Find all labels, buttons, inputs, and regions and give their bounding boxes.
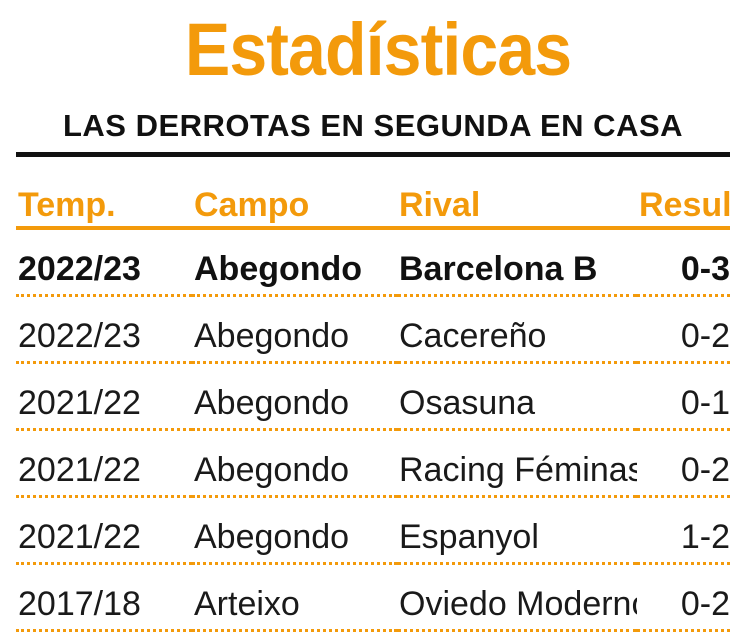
cell-venue: Abegondo	[192, 429, 397, 498]
header-result: Result.	[637, 178, 730, 230]
cell-rival: Espanyol	[397, 496, 637, 565]
cell-season: 2017/18	[16, 563, 192, 632]
cell-result: 0-2	[637, 563, 730, 632]
cell-result: 0-1	[637, 362, 730, 431]
cell-rival: Barcelona B	[397, 228, 637, 297]
cell-season: 2021/22	[16, 429, 192, 498]
cell-venue: Abegondo	[192, 295, 397, 364]
defeats-table: Temp. Campo Rival Result. 2022/23 Abegon…	[16, 178, 730, 632]
cell-season: 2021/22	[16, 362, 192, 431]
cell-venue: Arteixo	[192, 563, 397, 632]
header-venue: Campo	[192, 178, 397, 230]
title-divider	[16, 152, 730, 157]
page-subtitle: LAS DERROTAS EN SEGUNDA EN CASA	[62, 108, 684, 143]
cell-rival: Oviedo Moderno	[397, 563, 637, 632]
cell-result: 0-2	[637, 429, 730, 498]
cell-venue: Abegondo	[192, 362, 397, 431]
cell-venue: Abegondo	[192, 496, 397, 565]
stats-graphic: Estadísticas LAS DERROTAS EN SEGUNDA EN …	[16, 8, 730, 632]
cell-result: 1-2	[637, 496, 730, 565]
cell-result: 0-2	[637, 295, 730, 364]
cell-season: 2022/23	[16, 295, 192, 364]
table-header-row: Temp. Campo Rival Result.	[16, 178, 730, 230]
cell-rival: Cacereño	[397, 295, 637, 364]
cell-rival: Racing Féminas	[397, 429, 637, 498]
cell-rival: Osasuna	[397, 362, 637, 431]
cell-season: 2021/22	[16, 496, 192, 565]
table-row: 2017/18 Arteixo Oviedo Moderno 0-2	[16, 563, 730, 632]
table-row: 2021/22 Abegondo Racing Féminas 0-2	[16, 429, 730, 498]
table-row: 2022/23 Abegondo Cacereño 0-2	[16, 295, 730, 364]
page-title: Estadísticas	[184, 8, 572, 91]
table-row: 2022/23 Abegondo Barcelona B 0-3	[16, 228, 730, 297]
cell-venue: Abegondo	[192, 228, 397, 297]
table-row: 2021/22 Abegondo Espanyol 1-2	[16, 496, 730, 565]
cell-season: 2022/23	[16, 228, 192, 297]
header-season: Temp.	[16, 178, 192, 230]
table-row: 2021/22 Abegondo Osasuna 0-1	[16, 362, 730, 431]
cell-result: 0-3	[637, 228, 730, 297]
header-rival: Rival	[397, 178, 637, 230]
